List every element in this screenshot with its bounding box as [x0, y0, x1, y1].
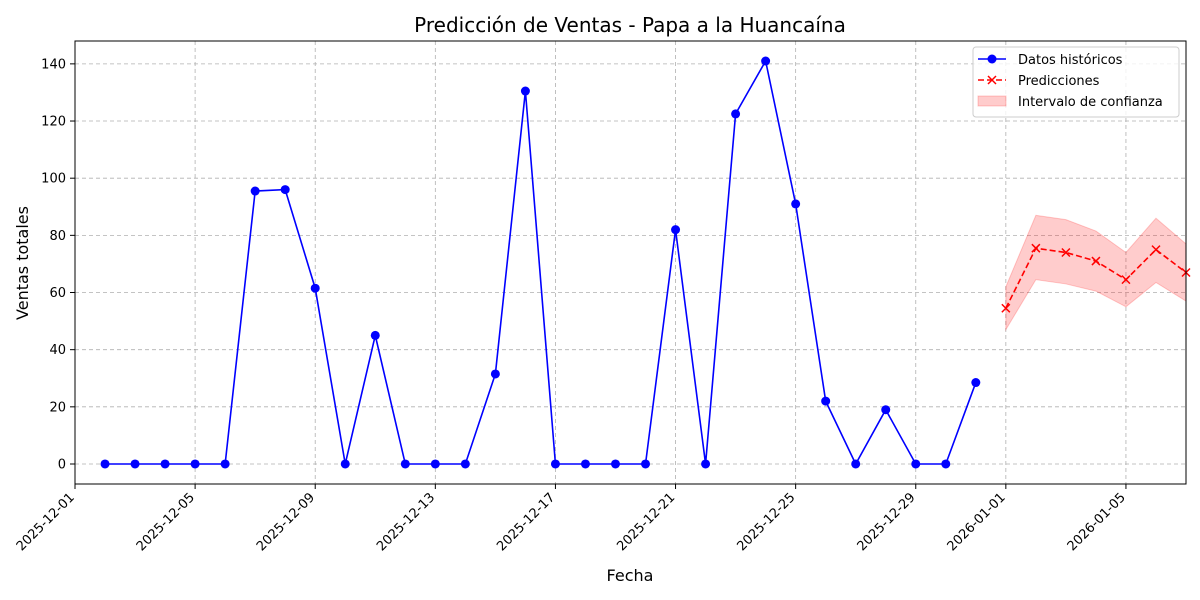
historical-point	[460, 459, 470, 469]
historical-series-line	[105, 58, 977, 466]
historical-point	[550, 459, 560, 469]
historical-point	[761, 56, 771, 66]
y-tick-label: 140	[41, 57, 66, 72]
x-tick-label: 2025-12-09	[254, 490, 318, 554]
historical-point	[791, 199, 801, 209]
historical-point	[520, 86, 530, 96]
historical-point	[220, 459, 230, 469]
y-axis-label: Ventas totales	[13, 206, 32, 320]
y-axis-ticks: 0 20 40 60 80 100 120 140	[41, 57, 75, 472]
historical-point	[971, 378, 981, 388]
historical-point	[610, 459, 620, 469]
x-tick-label: 2025-12-05	[134, 490, 198, 554]
chart-title: Predicción de Ventas - Papa a la Huancaí…	[414, 13, 846, 37]
historical-point	[310, 283, 320, 293]
historical-point	[821, 396, 831, 406]
plot-frame	[74, 40, 1187, 485]
historical-point	[671, 225, 681, 235]
historical-point	[400, 459, 410, 469]
historical-point	[130, 459, 140, 469]
x-tick-label: 2026-01-05	[1065, 490, 1129, 554]
historical-point	[490, 369, 500, 379]
forecast-point	[1001, 303, 1011, 313]
y-tick-label: 100	[41, 172, 66, 187]
historical-point	[701, 459, 711, 469]
legend-forecast-marker	[987, 75, 997, 85]
historical-point	[100, 459, 110, 469]
x-axis-label: Fecha	[607, 566, 654, 585]
x-tick-label: 2025-12-17	[494, 490, 558, 554]
y-tick-label: 20	[49, 400, 66, 415]
historical-point	[851, 459, 861, 469]
legend-forecast-label: Predicciones	[1018, 74, 1100, 89]
x-tick-label: 2025-12-29	[855, 490, 919, 554]
legend-interval-label: Intervalo de confianza	[1018, 95, 1163, 110]
historical-point	[370, 330, 380, 340]
historical-point	[190, 459, 200, 469]
x-tick-label: 2025-12-01	[14, 490, 78, 554]
forecast-point	[1061, 247, 1071, 258]
forecast-point	[1121, 275, 1131, 285]
series-markers	[100, 56, 1191, 469]
historical-point	[250, 186, 260, 196]
confidence-band	[1005, 214, 1187, 332]
y-tick-label: 120	[41, 115, 66, 130]
confidence-interval-band	[1005, 214, 1187, 332]
forecast-point	[1091, 256, 1101, 266]
legend-interval-swatch	[977, 95, 1007, 107]
forecast-point	[1151, 245, 1161, 255]
historical-point	[430, 459, 440, 469]
historical-point	[731, 109, 741, 119]
historical-point	[580, 459, 590, 469]
historical-point	[881, 405, 891, 415]
y-tick-label: 80	[49, 229, 66, 244]
y-tick-label: 0	[58, 457, 66, 472]
historical-point	[340, 459, 350, 469]
forecast-point	[1031, 243, 1041, 253]
y-tick-label: 60	[49, 286, 66, 301]
legend-historical-marker	[987, 54, 997, 64]
legend-historical-label: Datos históricos	[1018, 53, 1123, 68]
legend-box	[972, 46, 1180, 118]
x-tick-label: 2025-12-25	[734, 490, 798, 554]
x-tick-label: 2026-01-01	[945, 490, 1009, 554]
historical-point	[280, 185, 290, 195]
historical-point	[160, 459, 170, 469]
historical-point	[941, 459, 951, 469]
historical-point	[911, 459, 921, 469]
x-tick-label: 2025-12-21	[614, 490, 678, 554]
historical-point	[641, 459, 651, 469]
x-tick-label: 2025-12-13	[374, 490, 438, 554]
y-tick-label: 40	[49, 343, 66, 358]
legend: Datos históricos Predicciones Intervalo …	[972, 46, 1180, 118]
x-axis-ticks: 2025-12-01 2025-12-05 2025-12-09 2025-12-13…	[14, 484, 1129, 554]
